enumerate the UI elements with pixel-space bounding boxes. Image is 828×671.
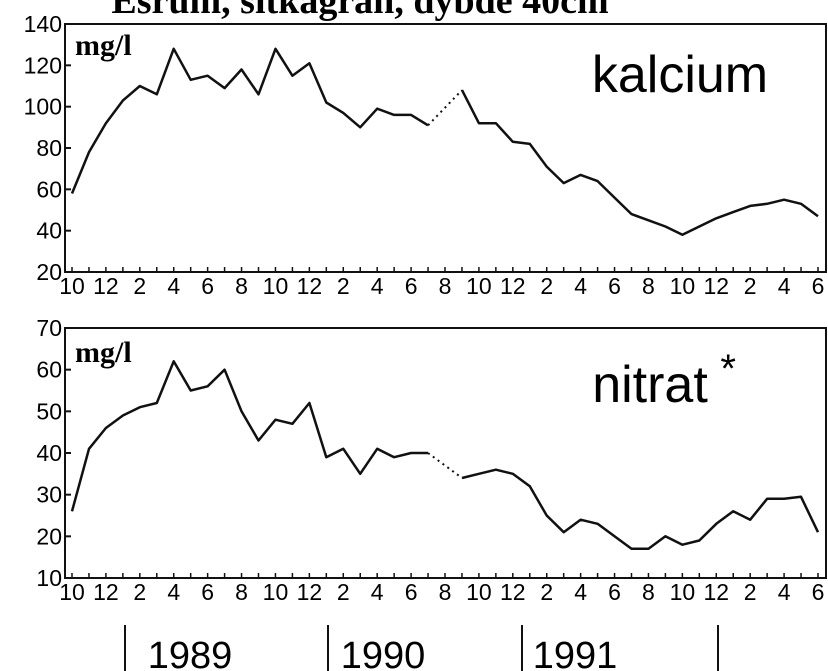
x-tick-label: 10 [670, 579, 696, 605]
x-tick-label: 2 [744, 273, 757, 299]
year-label: 1991 [533, 635, 618, 671]
y-tick-label: 20 [36, 259, 62, 285]
x-tick-label: 10 [59, 579, 85, 605]
x-tick-label: 4 [167, 579, 180, 605]
x-tick-label: 12 [297, 273, 323, 299]
x-tick-label: 8 [642, 273, 655, 299]
y-tick-label: 10 [36, 565, 62, 591]
x-tick-label: 12 [500, 273, 526, 299]
chart-title: Esrum, sitkagran, dybde 40cm [111, 0, 608, 22]
x-tick-label: 10 [59, 273, 85, 299]
y-tick-label: 40 [36, 218, 62, 244]
x-tick-label: 10 [466, 273, 492, 299]
x-tick-label: 6 [608, 579, 621, 605]
x-tick-label: 6 [608, 273, 621, 299]
x-tick-label: 8 [235, 579, 248, 605]
x-tick-label: 12 [703, 579, 729, 605]
x-tick-label: 2 [337, 579, 350, 605]
x-tick-label: 10 [670, 273, 696, 299]
year-label: 1989 [148, 635, 233, 671]
x-tick-label: 4 [778, 273, 791, 299]
x-tick-label: 8 [642, 579, 655, 605]
x-tick-label: 10 [263, 273, 289, 299]
x-tick-label: 12 [703, 273, 729, 299]
gap-connector [427, 452, 463, 479]
x-tick-label: 4 [371, 273, 384, 299]
y-unit-label: mg/l [75, 29, 132, 62]
y-tick-label: 70 [36, 315, 62, 341]
x-tick-label: 4 [778, 579, 791, 605]
y-tick-label: 140 [24, 11, 62, 37]
x-tick-label: 12 [93, 579, 119, 605]
x-tick-label: 2 [540, 579, 553, 605]
y-tick-label: 80 [36, 135, 62, 161]
y-tick-label: 40 [36, 440, 62, 466]
y-tick-label: 60 [36, 176, 62, 202]
series-label: kalcium [592, 46, 768, 104]
x-tick-label: 2 [133, 579, 146, 605]
series-note: * [720, 347, 736, 391]
x-tick-label: 6 [201, 579, 214, 605]
series-label: nitrat [592, 356, 708, 414]
x-tick-label: 6 [405, 579, 418, 605]
x-tick-label: 12 [297, 579, 323, 605]
x-tick-label: 12 [93, 273, 119, 299]
y-tick-label: 50 [36, 398, 62, 424]
y-tick-label: 60 [36, 357, 62, 383]
x-tick-label: 4 [167, 273, 180, 299]
y-tick-label: 120 [24, 52, 62, 78]
x-tick-label: 8 [235, 273, 248, 299]
y-unit-label: mg/l [75, 336, 132, 369]
x-tick-label: 2 [337, 273, 350, 299]
y-tick-label: 100 [24, 94, 62, 120]
year-label: 1990 [341, 635, 426, 671]
x-tick-label: 2 [133, 273, 146, 299]
data-line [70, 47, 819, 237]
x-tick-label: 2 [540, 273, 553, 299]
x-tick-label: 6 [405, 273, 418, 299]
x-tick-label: 8 [439, 579, 452, 605]
x-tick-label: 12 [500, 579, 526, 605]
gap-connector [427, 89, 463, 126]
x-tick-label: 6 [812, 273, 825, 299]
x-tick-label: 6 [201, 273, 214, 299]
x-tick-label: 10 [263, 579, 289, 605]
x-tick-label: 4 [574, 579, 587, 605]
y-tick-label: 20 [36, 523, 62, 549]
y-tick-label: 30 [36, 482, 62, 508]
x-tick-label: 4 [371, 579, 384, 605]
data-line [70, 360, 820, 551]
x-tick-label: 6 [812, 579, 825, 605]
x-tick-label: 4 [574, 273, 587, 299]
year-separators [124, 625, 719, 671]
x-tick-label: 8 [439, 273, 452, 299]
plot-frame [64, 327, 827, 579]
x-tick-label: 2 [744, 579, 757, 605]
x-tick-label: 10 [466, 579, 492, 605]
